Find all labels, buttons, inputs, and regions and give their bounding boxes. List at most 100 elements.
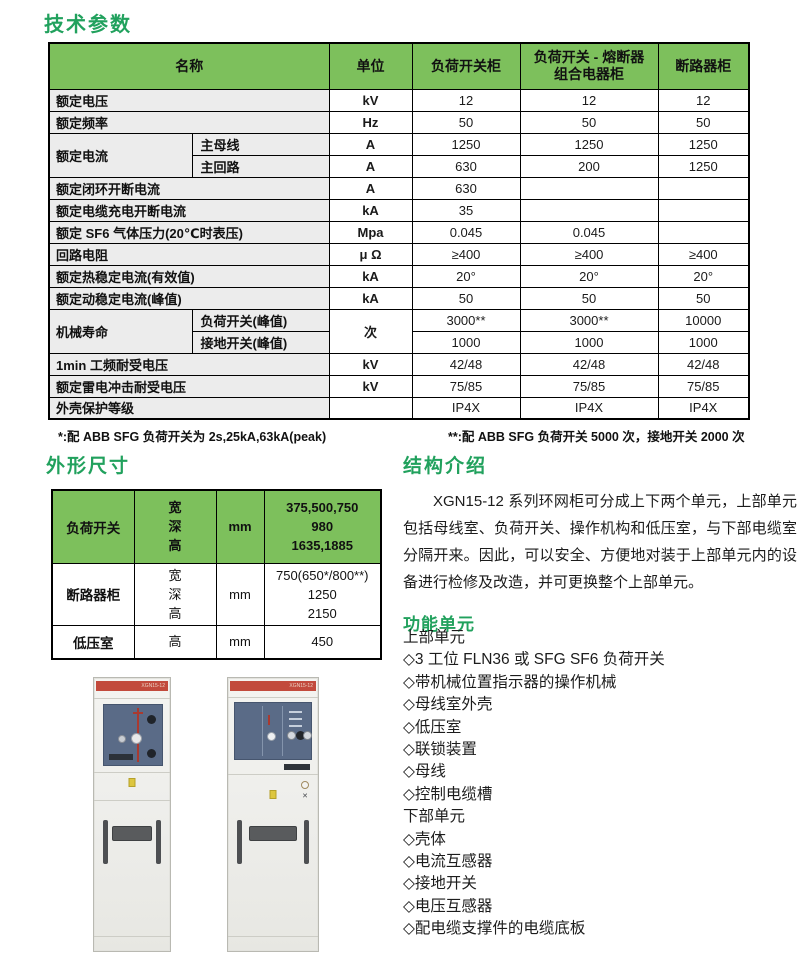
cell-value: 12 [519,88,659,112]
cabinet-seam [94,698,170,699]
value-line: 375,500,750 [286,500,359,516]
cell-value: 3000** [411,308,521,332]
table-row: 额定电缆充电开断电流 kA 35 [48,198,750,222]
table-row: 额定雷电冲击耐受电压 kV 75/85 75/85 75/85 [48,374,750,398]
cell-name: 回路电阻 [48,242,330,266]
cell-name: 额定电缆充电开断电流 [48,198,330,222]
cell-name: 额定热稳定电流(有效值) [48,264,330,288]
table-row: 额定闭环开断电流 A 630 [48,176,750,200]
panel-knob [130,733,142,745]
footnote-2: **:配 ABB SFG 负荷开关 5000 次，接地开关 2000 次 [448,430,745,444]
cell-value [519,176,659,200]
cell-values: 750(650*/800**) 1250 2150 [263,562,382,626]
operation-port [146,715,156,725]
cell-name: 机械寿命 [48,308,193,354]
mimic-tick [133,712,143,714]
cell-value: 12 [657,88,750,112]
cell-value: 50 [519,110,659,134]
cabinet-seam [228,697,318,698]
structure-paragraph: XGN15-12 系列环网柜可分成上下两个单元，上部单元包括母线室、负荷开关、操… [403,493,797,591]
list-item: ◇母线 [403,763,446,781]
cabinet-seam [94,936,170,937]
cell-value: 1000 [519,330,659,354]
table-row: 低压室 高 mm 450 [51,624,382,660]
cell-value: 75/85 [519,374,659,398]
list-item: ◇接地开关 [403,875,477,893]
cell-value: 3000** [519,308,659,332]
cell-name: 额定雷电冲击耐受电压 [48,374,330,398]
header-col1: 负荷开关柜 [411,42,521,90]
label-strip [288,725,302,728]
cell-value: 20° [657,264,750,288]
cell-unit: mm [215,624,265,660]
cell-unit: mm [215,562,265,626]
list-item: ◇带机械位置指示器的操作机械 [403,673,617,691]
vent-slot [237,820,242,864]
cell-value: 20° [519,264,659,288]
list-item: 上部单元 [403,629,466,646]
cell-value: 50 [657,110,750,134]
label-strip [288,710,302,713]
list-item: ◇配电缆支撑件的电缆底板 [403,920,586,938]
value-line: 1635,1885 [291,538,353,554]
cell-value: 630 [411,176,521,200]
table-row: 外壳保护等级 IP4X IP4X IP4X [48,396,750,420]
cell-unit: Hz [328,110,413,134]
table-row: 1min 工频耐受电压 kV 42/48 42/48 42/48 [48,352,750,376]
cell-name: 额定 SF6 气体压力(20℃时表压) [48,220,330,244]
cell-name: 1min 工频耐受电压 [48,352,330,376]
cell-subname: 主回路 [191,154,330,178]
cell-value: IP4X [411,396,521,420]
list-item: ◇低压室 [403,718,462,736]
operation-port [295,731,305,740]
cell-unit: A [328,132,413,156]
function-units-heading: 功能单元 [403,615,475,634]
cell-value [657,176,750,200]
indicator-dot [301,781,309,789]
table-row: 接地开关(峰值) 1000 1000 1000 [49,330,750,354]
cell-value: 1000 [411,330,521,354]
cell-value: ≥400 [411,242,521,266]
cell-value: 0.045 [411,220,521,244]
table-row: 负荷开关 宽 深 高 mm 375,500,750 980 1635,1885 [51,489,382,564]
handle-icon: ✕ [302,793,308,800]
dim-line: 高 [168,634,182,650]
panel-vent [284,764,310,770]
cell-value: 50 [657,286,750,310]
dim-line: 高 [168,538,182,554]
dimensions-table: 负荷开关 宽 深 高 mm 375,500,750 980 1635,1885 … [51,489,382,660]
table-row: 额定动稳定电流(峰值) kA 50 50 50 [48,286,750,310]
panel-vent [108,753,133,760]
mimic-panel [103,704,163,766]
list-item: ◇联锁装置 [403,741,477,759]
cell-value: IP4X [519,396,659,420]
dim-line: 宽 [168,500,182,516]
cabinet-seam [94,800,170,801]
cell-value [657,220,750,244]
cabinet-photo-left: XGN15-12 [93,677,171,952]
cell-name: 额定频率 [48,110,330,134]
cell-value: 75/85 [657,374,750,398]
cell-value: ≥400 [657,242,750,266]
vent-slot [156,820,161,864]
vent-slot [304,820,309,864]
mimic-panel [234,702,313,760]
structure-heading: 结构介绍 [403,456,488,477]
header-col2-line1: 负荷开关 - 熔断器 [533,48,645,65]
header-col3: 断路器柜 [657,42,750,90]
cabinet-seam [228,774,318,775]
value-line: 450 [311,634,334,650]
cell-value: 12 [411,88,521,112]
cell-value: 42/48 [411,352,521,376]
cell-values: 450 [263,624,382,660]
cell-name: 额定电压 [48,88,330,112]
cell-value: 50 [519,286,659,310]
operation-port [146,748,156,758]
table-row: 机械寿命 负荷开关(峰值) 次 3000** 3000** 10000 [48,308,750,354]
cabinet-top-band: XGN15-12 [230,681,316,691]
panel-divider [262,706,264,756]
list-item: ◇电压互感器 [403,897,493,915]
cell-unit: μ Ω [328,242,413,266]
cell-dimensions: 宽 深 高 [133,489,217,564]
